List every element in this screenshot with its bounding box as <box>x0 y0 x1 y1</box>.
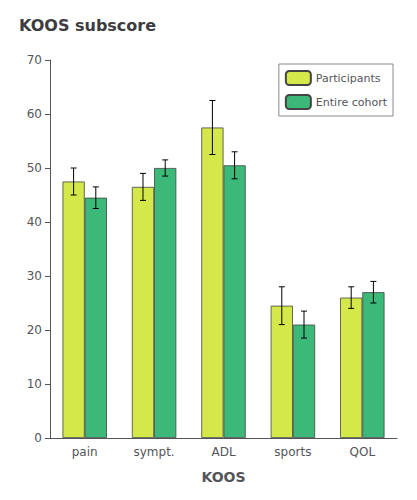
svg-text:sports: sports <box>274 445 311 459</box>
svg-text:10: 10 <box>27 377 42 391</box>
svg-text:0: 0 <box>34 431 42 445</box>
svg-text:Participants: Participants <box>316 72 381 85</box>
svg-text:KOOS subscore: KOOS subscore <box>19 16 156 35</box>
svg-text:20: 20 <box>27 323 42 337</box>
svg-text:pain: pain <box>72 445 98 459</box>
svg-text:Entire cohort: Entire cohort <box>316 96 388 109</box>
svg-text:50: 50 <box>27 161 42 175</box>
svg-text:30: 30 <box>27 269 42 283</box>
svg-text:70: 70 <box>27 53 42 67</box>
svg-text:40: 40 <box>27 215 42 229</box>
svg-text:60: 60 <box>27 107 42 121</box>
svg-text:QOL: QOL <box>350 445 376 459</box>
svg-text:sympt.: sympt. <box>134 445 175 459</box>
svg-text:ADL: ADL <box>211 445 235 459</box>
svg-text:KOOS: KOOS <box>201 469 245 485</box>
